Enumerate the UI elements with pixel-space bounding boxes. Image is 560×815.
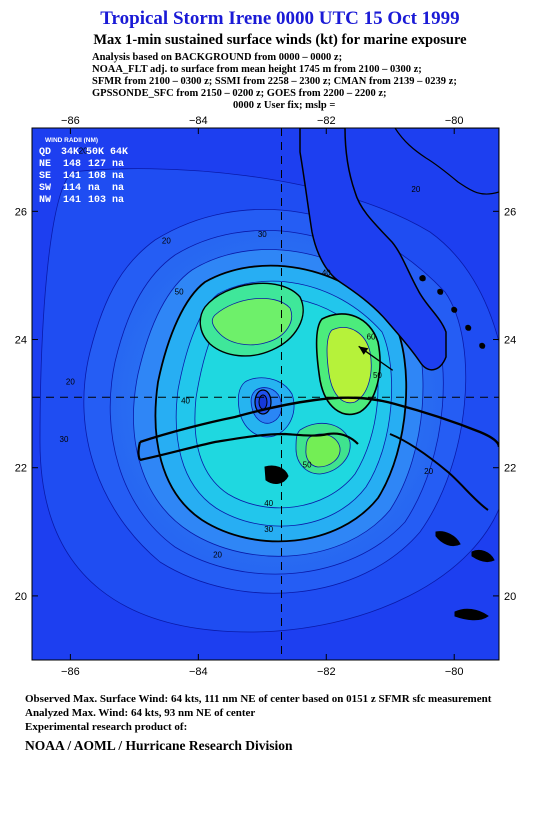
wind-radii-title: WIND RADII (NM) — [45, 137, 98, 144]
y-tick-label-left: 20 — [15, 591, 27, 603]
y-tick-label-right: 22 — [504, 463, 516, 475]
y-tick-label-right: 20 — [504, 591, 516, 603]
experimental-note: Experimental research product of: — [25, 721, 188, 733]
contour-label: 50 — [373, 371, 382, 380]
contour-label: 30 — [258, 230, 267, 239]
radii-nw-64k: na — [112, 195, 124, 206]
contour-label: 20 — [79, 147, 88, 156]
contour-label: 20 — [66, 377, 75, 386]
contour-label: 40 — [181, 397, 190, 406]
contour-label: 20 — [411, 185, 420, 194]
radii-col-qd: QD — [39, 147, 51, 158]
contour-label: 40 — [264, 499, 273, 508]
contour-label: 20 — [424, 467, 433, 476]
contour-label: 30 — [60, 435, 69, 444]
x-tick-label-top: −80 — [445, 115, 464, 127]
wind-field-map: 20 20 20 20 20 20 30 30 30 40 40 40 50 50 50 60 WIND RA… — [15, 115, 517, 678]
contour-label: 50 — [303, 461, 312, 470]
radii-ne-50k: 127 — [88, 159, 106, 170]
map-axes: −86 −86 −84 −84 −82 −82 −80 −80 20 20 22 22 24 24 26 26 — [15, 115, 517, 678]
analysis-line-4: GPSSONDE_SFC from 2150 – 0200 z; GOES fr… — [92, 88, 387, 99]
x-tick-label-top: −86 — [61, 115, 80, 127]
wind-radii-table: WIND RADII (NM) QD 34K 50K 64K NE 148 12… — [39, 137, 128, 206]
y-tick-label-right: 24 — [504, 335, 516, 347]
radii-sw-64k: na — [112, 183, 124, 194]
x-tick-label-bottom: −84 — [189, 666, 208, 678]
radii-ne-34k: 148 — [63, 159, 81, 170]
y-tick-label-left: 22 — [15, 463, 27, 475]
contour-label: 60 — [367, 333, 376, 342]
max-wind-arrow — [358, 345, 394, 371]
observed-max-wind: Observed Max. Surface Wind: 64 kts, 111 … — [25, 693, 492, 705]
analysis-line-1: Analysis based on BACKGROUND from 0000 –… — [92, 52, 343, 63]
radii-col-50k: 50K — [86, 147, 104, 158]
coastline — [137, 128, 499, 621]
storm-center-crosshair — [32, 128, 499, 660]
wind-contour-fills — [39, 168, 499, 633]
chart-title: Tropical Storm Irene 0000 UTC 15 Oct 199… — [100, 8, 460, 29]
chart-subtitle: Max 1-min sustained surface winds (kt) f… — [93, 32, 467, 48]
x-tick-label-bottom: −82 — [317, 666, 336, 678]
radii-nw-50k: 103 — [88, 195, 106, 206]
contour-label: 30 — [264, 525, 273, 534]
radii-sw-34k: 114 — [63, 183, 81, 194]
radii-se-label: SE — [39, 171, 51, 182]
radii-ne-64k: na — [112, 159, 124, 170]
credit-line: NOAA / AOML / Hurricane Research Divisio… — [25, 738, 293, 753]
contour-label: 50 — [175, 288, 184, 297]
y-tick-label-right: 26 — [504, 206, 516, 218]
x-tick-label-top: −82 — [317, 115, 336, 127]
radii-se-34k: 141 — [63, 171, 81, 182]
y-tick-label-left: 26 — [15, 206, 27, 218]
plot-frame — [31, 127, 500, 661]
radii-col-34k: 34K — [61, 147, 79, 158]
radii-nw-label: NW — [39, 195, 51, 206]
analyzed-max-wind: Analyzed Max. Wind: 64 kts, 93 nm NE of … — [25, 707, 256, 719]
radii-nw-34k: 141 — [63, 195, 81, 206]
contour-label: 40 — [322, 268, 331, 277]
y-tick-label-left: 24 — [15, 335, 27, 347]
x-tick-label-bottom: −86 — [61, 666, 80, 678]
contour-label: 20 — [162, 236, 171, 245]
radii-ne-label: NE — [39, 159, 51, 170]
radii-col-64k: 64K — [110, 147, 128, 158]
radii-sw-label: SW — [39, 183, 51, 194]
x-tick-label-top: −84 — [189, 115, 208, 127]
analysis-line-3: SFMR from 2100 – 0300 z; SSMI from 2258 … — [92, 76, 457, 87]
radii-se-64k: na — [112, 171, 124, 182]
contour-label: 20 — [213, 550, 222, 559]
analysis-line-2: NOAA_FLT adj. to surface from mean heigh… — [92, 64, 422, 75]
radii-se-50k: 108 — [88, 171, 106, 182]
x-tick-label-bottom: −80 — [445, 666, 464, 678]
radii-sw-50k: na — [88, 183, 100, 194]
analysis-line-5: 0000 z User fix; mslp = — [233, 100, 336, 111]
contour-labels: 20 20 20 20 20 20 30 30 30 40 40 40 50 50 50 60 — [60, 147, 434, 560]
